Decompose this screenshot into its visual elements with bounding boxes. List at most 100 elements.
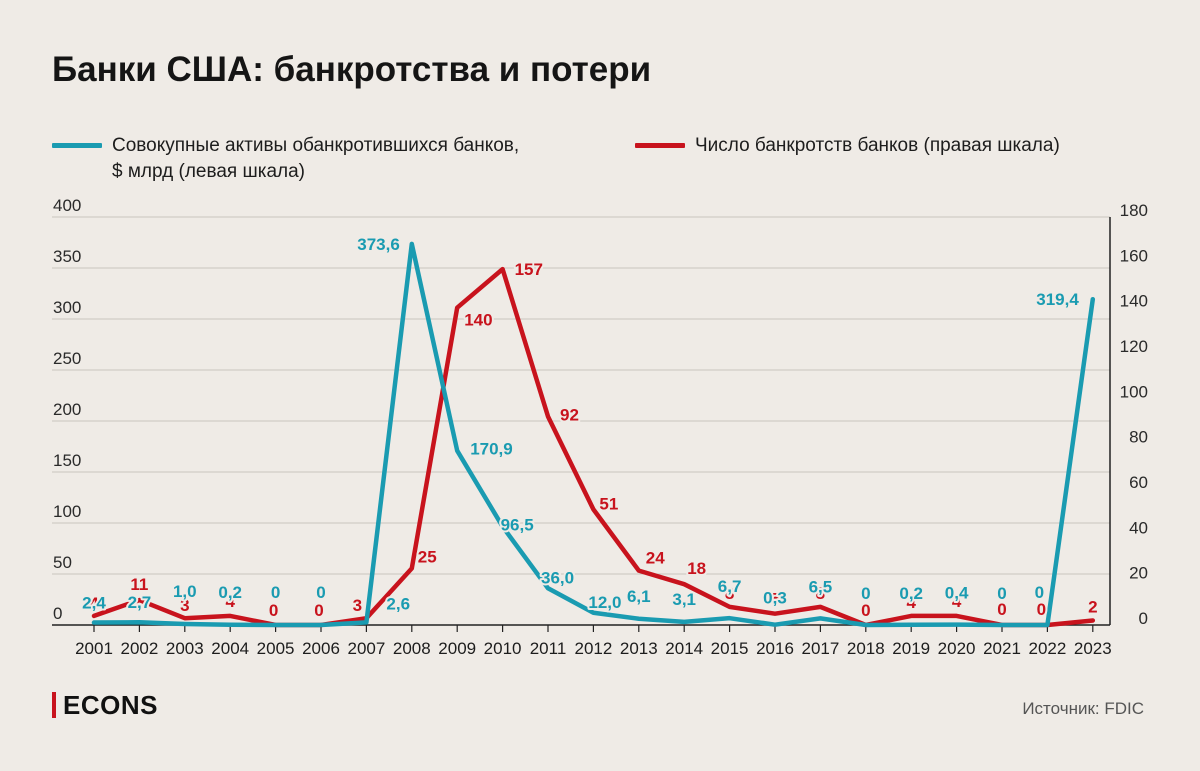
data-label-assets-2011: 36,0 — [541, 568, 574, 587]
legend-swatch-failures — [635, 143, 685, 148]
right-axis-tick-0: 0 — [1139, 609, 1148, 628]
x-tick-2021: 2021 — [983, 639, 1021, 658]
data-label-failures-2006: 0 — [314, 601, 323, 620]
data-label-assets-2016: 0,3 — [763, 589, 787, 608]
x-tick-2008: 2008 — [393, 639, 431, 658]
left-axis-tick-200: 200 — [53, 400, 81, 419]
data-label-assets-2006: 0 — [316, 583, 325, 602]
data-label-failures-2002: 11 — [130, 575, 148, 594]
data-label-assets-2001: 2,4 — [82, 594, 106, 613]
data-label-failures-2009: 140 — [464, 311, 492, 330]
right-axis-tick-160: 160 — [1120, 246, 1148, 265]
data-label-assets-2020: 0,4 — [945, 584, 969, 603]
data-label-failures-2020: 4 — [952, 592, 962, 611]
x-tick-2023: 2023 — [1074, 639, 1112, 658]
right-axis-tick-120: 120 — [1120, 337, 1148, 356]
right-axis-tick-40: 40 — [1129, 518, 1148, 537]
x-tick-2013: 2013 — [620, 639, 658, 658]
data-label-assets-2013: 6,1 — [627, 587, 651, 606]
data-label-failures-2013: 24 — [646, 549, 665, 568]
data-label-failures-2011: 92 — [560, 405, 579, 424]
x-tick-2007: 2007 — [347, 639, 385, 658]
data-label-failures-2001: 4 — [89, 594, 99, 613]
data-label-failures-2014: 18 — [687, 559, 706, 578]
data-label-assets-2023: 319,4 — [1036, 290, 1079, 309]
legend-swatch-assets — [52, 143, 102, 148]
data-label-failures-2019: 4 — [906, 593, 916, 612]
series-line-failures — [91, 266, 1096, 628]
x-tick-2003: 2003 — [166, 639, 204, 658]
data-label-assets-2003: 1,0 — [173, 582, 197, 601]
left-axis-tick-0: 0 — [53, 604, 62, 623]
data-label-failures-2004: 4 — [225, 592, 235, 611]
data-label-assets-2007: 2,6 — [386, 594, 410, 613]
x-tick-2018: 2018 — [847, 639, 885, 658]
left-axis-tick-400: 400 — [53, 196, 81, 215]
brand-bar — [52, 692, 56, 718]
x-tick-2006: 2006 — [302, 639, 340, 658]
data-label-assets-2009: 170,9 — [470, 440, 513, 459]
data-label-assets-2005: 0 — [271, 583, 280, 602]
right-axis-tick-140: 140 — [1120, 292, 1148, 311]
data-label-assets-2004: 0,2 — [218, 583, 242, 602]
data-label-assets-2002: 2,7 — [128, 593, 152, 612]
x-tick-2014: 2014 — [665, 639, 703, 658]
x-tick-2022: 2022 — [1028, 639, 1066, 658]
brand-name: ECONS — [63, 689, 158, 720]
legend-item-assets: Совокупные активы обанкротившихся банков… — [52, 133, 519, 185]
x-tick-2016: 2016 — [756, 639, 794, 658]
data-label-assets-2022: 0 — [1035, 583, 1044, 602]
data-label-assets-2021: 0 — [997, 584, 1006, 603]
right-axis-tick-60: 60 — [1129, 473, 1148, 492]
left-axis-tick-50: 50 — [53, 553, 72, 572]
x-tick-2005: 2005 — [257, 639, 295, 658]
x-tick-2019: 2019 — [892, 639, 930, 658]
left-axis-tick-100: 100 — [53, 502, 81, 521]
data-label-failures-2015: 8 — [725, 584, 734, 603]
series-line-assets — [91, 241, 1096, 628]
data-label-assets-2014: 3,1 — [672, 590, 696, 609]
data-label-failures-2005: 0 — [269, 601, 278, 620]
data-label-assets-2019: 0,2 — [899, 584, 923, 603]
data-label-failures-2021: 0 — [997, 600, 1006, 619]
right-axis-tick-80: 80 — [1129, 428, 1148, 447]
data-label-failures-2010: 157 — [515, 260, 543, 279]
brand-logo: ECONS — [52, 690, 158, 720]
x-tick-2017: 2017 — [801, 639, 839, 658]
data-label-assets-2017: 6,5 — [809, 577, 833, 596]
right-axis-tick-20: 20 — [1129, 564, 1148, 583]
data-label-failures-2003: 3 — [180, 596, 189, 615]
legend-label-assets: Совокупные активы обанкротившихся банков… — [112, 135, 520, 182]
data-label-failures-2023: 2 — [1088, 597, 1097, 616]
data-label-failures-2022: 0 — [1037, 600, 1046, 619]
x-tick-2011: 2011 — [530, 639, 567, 658]
x-tick-2001: 2001 — [75, 639, 113, 658]
data-label-assets-2010: 96,5 — [501, 516, 534, 535]
data-label-assets-2015: 6,7 — [718, 577, 742, 596]
data-label-failures-2012: 51 — [599, 494, 618, 513]
data-label-assets-2012: 12,0 — [588, 593, 621, 612]
data-label-assets-2018: 0 — [861, 584, 870, 603]
data-label-failures-2017: 8 — [816, 584, 825, 603]
x-tick-2015: 2015 — [711, 639, 749, 658]
data-label-failures-2008: 25 — [418, 547, 437, 566]
left-axis-tick-150: 150 — [53, 451, 81, 470]
data-label-failures-2018: 0 — [861, 601, 870, 620]
x-tick-2010: 2010 — [484, 639, 522, 658]
legend-label-failures: Число банкротств банков (правая шкала) — [695, 135, 1060, 156]
data-label-assets-2008: 373,6 — [357, 235, 400, 254]
source-note: Источник: FDIC — [1022, 699, 1144, 718]
right-axis-tick-100: 100 — [1120, 382, 1148, 401]
legend-item-failures: Число банкротств банков (правая шкала) — [635, 133, 1060, 159]
data-label-failures-2016: 5 — [770, 590, 779, 609]
x-tick-2020: 2020 — [938, 639, 976, 658]
x-tick-2012: 2012 — [574, 639, 612, 658]
right-axis-tick-180: 180 — [1120, 201, 1148, 220]
chart-title: Банки США: банкротства и потери — [52, 50, 652, 89]
x-tick-2002: 2002 — [120, 639, 158, 658]
data-label-failures-2007: 3 — [353, 596, 362, 615]
x-tick-2004: 2004 — [211, 639, 249, 658]
left-axis-tick-300: 300 — [53, 298, 81, 317]
left-axis-tick-350: 350 — [53, 247, 81, 266]
